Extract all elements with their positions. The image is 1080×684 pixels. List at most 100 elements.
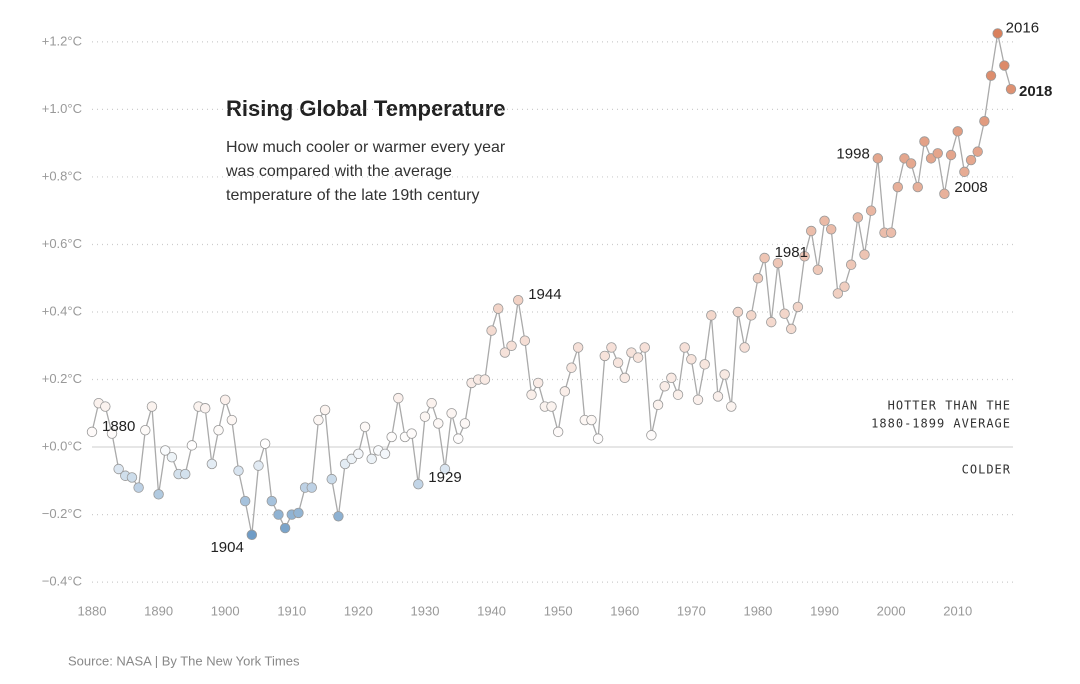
point xyxy=(952,126,963,137)
point xyxy=(979,116,990,127)
point xyxy=(532,377,544,389)
point xyxy=(239,495,251,507)
side-label: 1880-1899 AVERAGE xyxy=(871,417,1011,431)
point xyxy=(433,418,444,429)
point xyxy=(566,362,577,373)
side-label: HOTTER THAN THE xyxy=(888,399,1011,413)
point xyxy=(799,251,810,262)
x-tick-label: 1930 xyxy=(411,603,440,618)
point xyxy=(453,433,464,444)
annotation: 2018 xyxy=(1019,83,1052,100)
point xyxy=(213,424,224,436)
point xyxy=(706,310,717,321)
point xyxy=(865,205,877,216)
point xyxy=(832,288,844,299)
point xyxy=(379,448,391,460)
chart-title: Rising Global Temperature xyxy=(226,96,506,121)
point xyxy=(126,472,138,483)
point xyxy=(839,281,850,292)
y-tick-label: −0.2°C xyxy=(42,506,82,521)
x-tick-label: 1890 xyxy=(144,603,173,618)
point xyxy=(359,421,371,433)
point xyxy=(546,401,557,412)
point xyxy=(273,509,284,520)
point xyxy=(672,389,684,400)
point xyxy=(486,325,497,336)
x-tick-label: 1970 xyxy=(677,603,706,618)
point xyxy=(146,401,158,412)
point xyxy=(732,306,744,318)
point xyxy=(180,468,191,480)
point xyxy=(659,381,670,392)
y-tick-label: +0.0°C xyxy=(42,438,82,453)
x-tick-label: 2010 xyxy=(943,603,972,618)
point xyxy=(919,136,930,147)
annotation: 1880 xyxy=(102,418,135,435)
point xyxy=(293,507,304,519)
point xyxy=(819,215,830,227)
x-tick-label: 1980 xyxy=(743,603,772,618)
point xyxy=(965,154,977,166)
annotation: 1998 xyxy=(836,145,869,162)
point xyxy=(266,495,278,507)
annotation: 2008 xyxy=(954,179,987,196)
side-label: COLDER xyxy=(962,463,1011,477)
point xyxy=(306,482,317,493)
subtitle: How much cooler or warmer every year xyxy=(226,139,506,156)
point xyxy=(779,308,790,319)
point xyxy=(912,181,923,193)
x-tick-label: 1940 xyxy=(477,603,506,618)
point xyxy=(985,70,997,81)
point xyxy=(419,411,431,422)
point xyxy=(313,414,324,426)
point xyxy=(786,323,797,335)
point xyxy=(386,431,397,443)
point xyxy=(619,372,630,384)
x-tick-label: 1990 xyxy=(810,603,839,618)
point xyxy=(652,399,664,411)
point xyxy=(246,529,258,541)
point xyxy=(233,465,244,476)
point xyxy=(279,522,291,534)
point xyxy=(219,394,231,405)
y-tick-label: +0.8°C xyxy=(42,168,82,183)
y-tick-label: +0.4°C xyxy=(42,303,82,318)
point xyxy=(113,463,124,475)
point xyxy=(612,357,624,368)
x-tick-label: 1910 xyxy=(277,603,306,618)
point xyxy=(439,463,451,475)
point xyxy=(140,424,151,436)
point xyxy=(160,445,171,456)
annotation: 1981 xyxy=(775,244,808,261)
point xyxy=(872,153,884,164)
point xyxy=(366,453,377,465)
point xyxy=(166,451,178,463)
point xyxy=(932,148,943,159)
point xyxy=(686,354,697,365)
point xyxy=(100,401,111,412)
point xyxy=(772,257,784,269)
point xyxy=(959,166,970,178)
point xyxy=(459,418,471,429)
point xyxy=(446,408,457,419)
x-tick-label: 1960 xyxy=(610,603,639,618)
annotation: 1929 xyxy=(428,469,461,486)
subtitle: was compared with the average xyxy=(225,163,452,180)
point xyxy=(885,227,897,238)
source: Source: NASA | By The New York Times xyxy=(68,653,300,668)
point xyxy=(759,252,770,264)
annotation: 2016 xyxy=(1006,19,1039,36)
point xyxy=(326,473,337,485)
point xyxy=(1005,83,1017,95)
point xyxy=(992,28,1003,39)
point xyxy=(513,294,524,306)
point xyxy=(905,158,917,169)
point xyxy=(226,414,238,426)
point xyxy=(692,394,704,405)
point xyxy=(646,430,657,441)
point xyxy=(892,181,903,193)
point xyxy=(426,397,437,409)
point xyxy=(393,392,404,404)
y-tick-label: −0.4°C xyxy=(42,574,82,589)
